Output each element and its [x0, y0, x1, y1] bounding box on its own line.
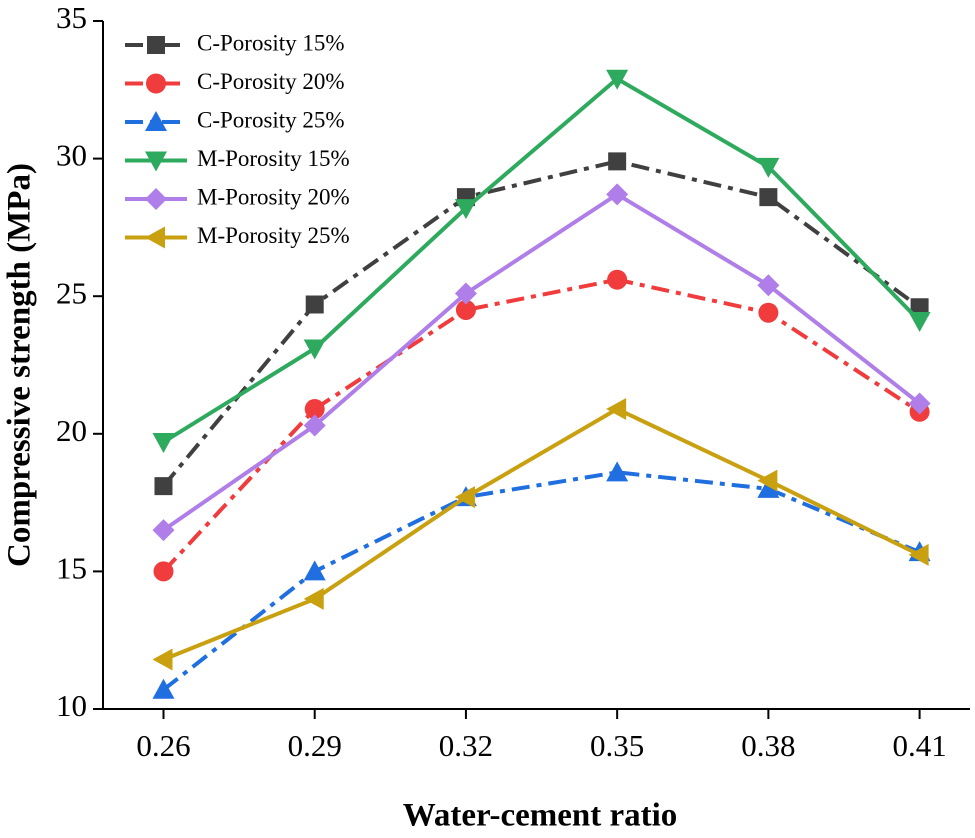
marker	[608, 152, 627, 171]
legend-marker	[146, 73, 166, 94]
marker	[152, 648, 173, 671]
legend-label: C-Porosity 15%	[197, 30, 345, 55]
legend-marker	[145, 226, 165, 249]
marker	[606, 398, 627, 421]
marker	[606, 183, 629, 206]
legend-label: C-Porosity 25%	[197, 107, 345, 132]
marker	[152, 678, 175, 699]
legend-marker	[145, 151, 167, 172]
marker	[153, 561, 174, 582]
marker	[154, 477, 173, 496]
legend-label: M-Porosity 20%	[197, 184, 350, 209]
legend-label: M-Porosity 25%	[197, 223, 350, 248]
marker	[303, 560, 326, 581]
marker	[606, 461, 629, 482]
y-tick-label: 30	[56, 138, 87, 173]
marker	[152, 433, 175, 454]
marker	[908, 311, 931, 332]
y-axis-title: Compressive strength (MPa)	[2, 163, 38, 567]
marker	[454, 199, 477, 220]
marker	[759, 188, 778, 207]
series-line	[161, 159, 921, 488]
y-tick-label: 15	[56, 551, 87, 586]
y-tick-label: 20	[56, 413, 87, 448]
legend-label: C-Porosity 20%	[197, 69, 345, 94]
x-axis-title: Water-cement ratio	[403, 798, 678, 834]
marker	[303, 587, 324, 610]
marker	[757, 274, 780, 297]
marker	[910, 298, 929, 317]
marker	[454, 282, 477, 305]
legend-label: M-Porosity 15%	[197, 146, 350, 171]
y-tick-label: 10	[56, 688, 87, 723]
x-tick-label: 0.38	[741, 728, 795, 763]
series-line	[162, 277, 921, 573]
marker	[152, 519, 175, 542]
x-tick-label: 0.32	[439, 728, 493, 763]
series-line	[162, 406, 921, 662]
marker	[908, 392, 931, 415]
marker	[908, 543, 929, 566]
y-tick-label: 25	[56, 275, 87, 310]
marker	[757, 157, 780, 178]
marker	[305, 295, 324, 314]
legend-marker	[145, 188, 167, 210]
x-tick-label: 0.41	[892, 728, 946, 763]
marker	[758, 302, 779, 323]
legend-marker	[147, 36, 165, 54]
series-line	[162, 470, 921, 692]
legend-marker	[145, 111, 167, 131]
marker	[303, 414, 326, 437]
marker	[304, 399, 325, 420]
series-line	[162, 192, 921, 532]
x-tick-label: 0.26	[136, 728, 190, 763]
x-tick-label: 0.35	[590, 728, 644, 763]
marker	[454, 486, 475, 509]
marker	[607, 269, 628, 290]
x-tick-label: 0.29	[288, 728, 342, 763]
y-tick-label: 35	[56, 0, 87, 35]
marker	[757, 477, 780, 498]
marker	[606, 69, 629, 90]
marker	[303, 339, 326, 360]
series-line	[162, 76, 922, 444]
marker	[455, 299, 476, 320]
marker	[757, 469, 778, 492]
